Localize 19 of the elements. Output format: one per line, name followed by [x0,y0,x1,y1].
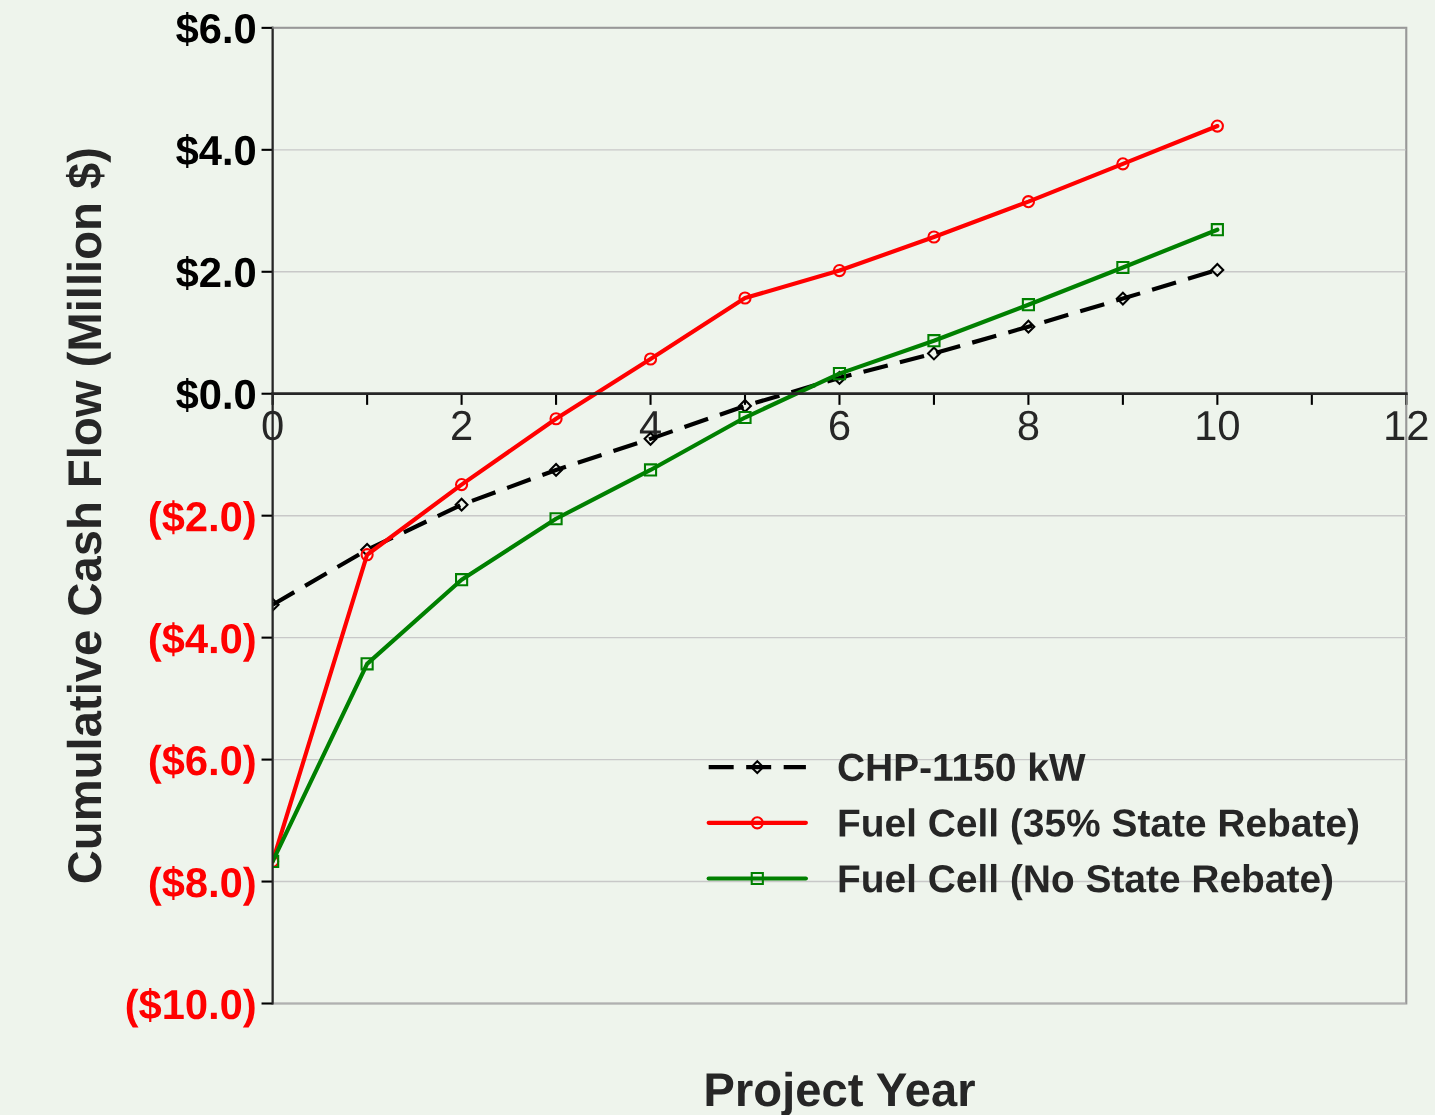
y-tick-label: ($8.0) [149,866,255,906]
x-tick-label: 8 [1018,410,1039,441]
x-axis-title: Project Year [706,1071,975,1115]
y-tick-label: $6.0 [176,12,255,47]
x-tick-label: 6 [830,410,850,441]
y-tick-label: $4.0 [176,134,255,169]
y-tick-label: $0.0 [176,377,255,412]
legend-label: Fuel Cell (35% State Rebate) [839,808,1359,845]
y-axis-title: Cumulative Cash Flow (Million $) [65,149,111,883]
y-tick-label: ($2.0) [149,500,255,540]
legend-label: Fuel Cell (No State Rebate) [839,863,1333,901]
x-tick-label: 12 [1386,410,1428,440]
x-tick-label: 2 [452,410,472,440]
y-tick-label: ($4.0) [149,622,255,662]
y-tick-label: $2.0 [176,255,255,290]
legend-label: CHP-1150 kW [838,752,1086,782]
y-tick-label: ($10.0) [126,988,255,1028]
x-tick-label: 10 [1197,410,1239,441]
y-tick-label: ($6.0) [149,744,255,784]
